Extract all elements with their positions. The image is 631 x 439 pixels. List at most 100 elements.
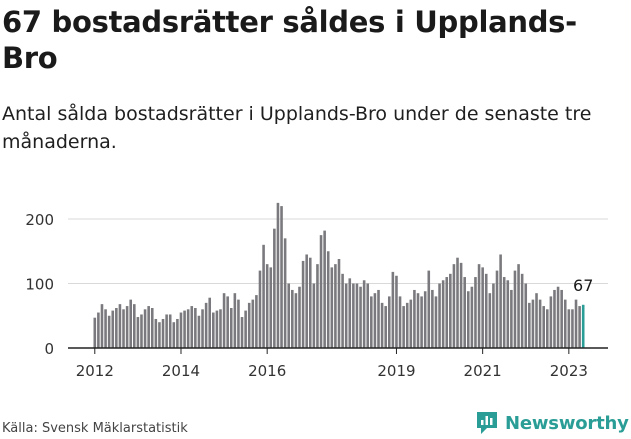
bar xyxy=(477,264,481,348)
y-tick-label: 0 xyxy=(44,340,54,358)
bar xyxy=(535,293,538,348)
y-tick-label: 200 xyxy=(25,211,54,229)
bar xyxy=(502,277,506,348)
bar xyxy=(122,309,125,348)
bar xyxy=(474,277,477,348)
bar xyxy=(237,299,240,348)
bar xyxy=(233,293,237,348)
bar xyxy=(517,264,520,348)
bar xyxy=(93,317,97,348)
bar xyxy=(201,309,204,348)
bar xyxy=(283,238,287,348)
bar xyxy=(470,286,474,348)
bar xyxy=(158,322,161,348)
bar xyxy=(380,302,384,348)
bar xyxy=(287,283,291,348)
bar xyxy=(240,317,244,348)
bar xyxy=(362,280,366,348)
bar xyxy=(463,277,466,348)
bar xyxy=(222,293,226,348)
bar xyxy=(269,267,273,348)
bar xyxy=(359,286,362,348)
bar xyxy=(438,283,441,348)
bar xyxy=(366,283,370,348)
bar xyxy=(578,306,581,348)
bar xyxy=(212,312,215,348)
bar xyxy=(308,257,312,348)
bar xyxy=(344,283,348,348)
chart-title: 67 bostadsrätter såldes i Upplands-Bro xyxy=(2,5,577,75)
bar xyxy=(179,312,183,348)
bar xyxy=(291,289,294,348)
bar xyxy=(538,299,542,348)
bar xyxy=(549,296,553,348)
bar xyxy=(197,315,201,348)
bar xyxy=(431,289,434,348)
x-tick-label: 2016 xyxy=(248,362,286,380)
bar xyxy=(323,230,326,348)
bar xyxy=(510,289,513,348)
bar xyxy=(244,310,247,348)
bar xyxy=(495,270,499,348)
bar xyxy=(147,306,150,348)
bar xyxy=(129,299,133,348)
bar xyxy=(395,275,398,348)
bar xyxy=(416,293,420,348)
bar xyxy=(488,293,492,348)
bar xyxy=(97,312,100,348)
bar xyxy=(391,271,395,348)
source-text: Källa: Svensk Mäklarstatistik xyxy=(2,421,188,436)
bar xyxy=(172,322,176,348)
bar xyxy=(402,306,405,348)
bar xyxy=(186,309,190,348)
bar xyxy=(276,202,280,348)
bar xyxy=(348,278,352,348)
bar xyxy=(384,306,387,348)
bar xyxy=(165,314,168,348)
bar xyxy=(481,267,484,348)
bar xyxy=(574,299,578,348)
bar xyxy=(449,273,452,348)
bar xyxy=(499,254,502,348)
bar xyxy=(319,235,323,348)
bar xyxy=(305,254,308,348)
bar xyxy=(387,296,391,348)
bar xyxy=(118,304,122,348)
bar xyxy=(326,251,330,348)
bar xyxy=(204,302,208,348)
chart-subtitle: Antal sålda bostadsrätter i Upplands-Bro… xyxy=(2,103,592,153)
bar xyxy=(168,314,172,348)
x-tick-label: 2023 xyxy=(550,362,588,380)
bar xyxy=(262,244,265,348)
bar xyxy=(258,270,262,348)
bar xyxy=(563,299,567,348)
bar xyxy=(377,289,380,348)
bar xyxy=(247,302,251,348)
bar xyxy=(111,310,115,348)
y-tick-label: 100 xyxy=(25,276,54,294)
bar xyxy=(104,309,107,348)
newsworthy-logo-icon xyxy=(477,412,497,434)
bar xyxy=(456,257,459,348)
brand-logo[interactable]: Newsworthy xyxy=(475,408,629,438)
bar xyxy=(161,318,165,348)
bar xyxy=(459,262,463,348)
x-tick-label: 2021 xyxy=(464,362,502,380)
bar xyxy=(370,296,373,348)
bar xyxy=(427,270,431,348)
bar xyxy=(528,302,531,348)
bar xyxy=(441,280,445,348)
bar xyxy=(280,206,283,348)
bar xyxy=(524,283,528,348)
bar xyxy=(265,264,269,348)
bar xyxy=(125,306,129,348)
bar xyxy=(190,306,194,348)
bar xyxy=(567,309,571,348)
highlight-value-label: 67 xyxy=(573,276,593,295)
bar xyxy=(337,258,341,348)
bar xyxy=(294,293,298,348)
bar xyxy=(133,304,136,348)
bar xyxy=(531,299,535,348)
bar xyxy=(513,270,517,348)
bar xyxy=(208,297,212,348)
